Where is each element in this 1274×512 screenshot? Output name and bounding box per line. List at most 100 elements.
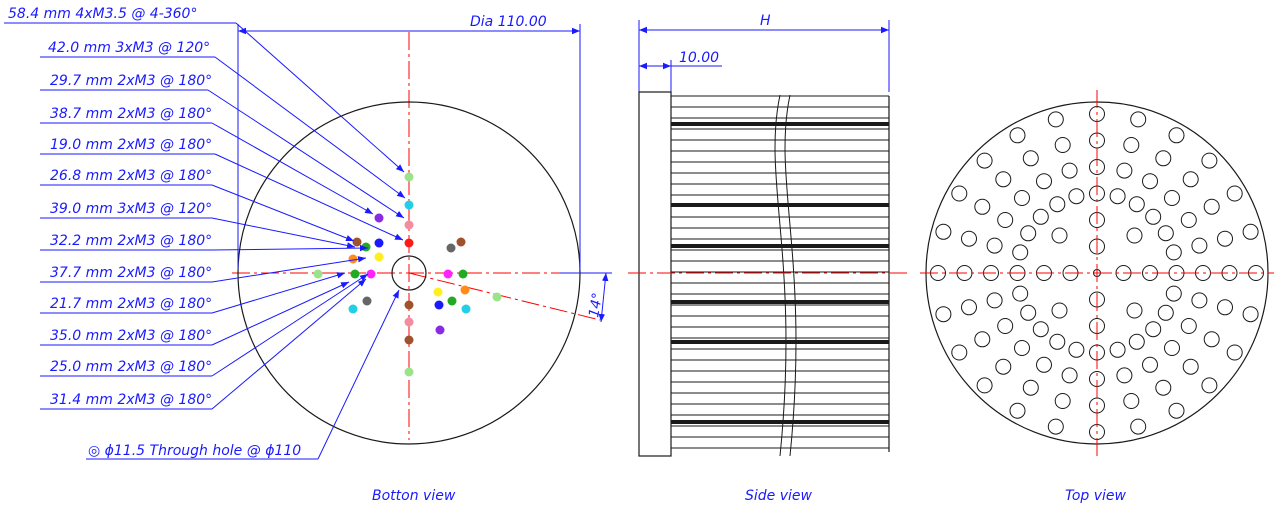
pin-98 [1164,190,1180,206]
pin-106 [1191,237,1208,254]
pin-28 [1242,306,1259,323]
pin-59 [1020,304,1037,321]
pin-47 [1061,367,1078,384]
fin-thick-2 [671,203,889,207]
base-label: 10.00 [679,50,719,66]
callout-label-9: 37.7 mm 2xM3 @ 180° [50,265,212,281]
pin-102 [1180,212,1197,228]
pin-26 [1191,292,1208,309]
pin-91 [1130,111,1147,128]
callout-label-6: 26.8 mm 2xM3 @ 180° [50,168,212,184]
mounting-hole-16 [456,237,466,247]
mounting-hole-11 [313,269,323,279]
pin-84 [1068,188,1085,205]
pin-71 [1020,225,1037,242]
pin-46 [1068,341,1085,358]
pin-25 [1165,285,1182,302]
callout-leader-12 [211,273,369,377]
pin-66 [935,306,952,323]
callout-label-1: 58.4 mm 4xM3.5 @ 4-360° [8,6,197,22]
side-fins [671,95,890,452]
pin-77 [1014,190,1030,206]
callout-label-11: 35.0 mm 2xM3 @ 180° [50,328,212,344]
pin-95 [1168,127,1185,144]
pin-76 [1032,208,1049,225]
mounting-hole-4 [374,213,384,223]
bottom-view-caption: Botton view [372,488,456,504]
pin-60 [997,318,1014,334]
pin-62 [951,344,968,361]
pin-35 [1164,340,1180,356]
pin-101 [1157,225,1174,242]
fin-thick-4 [671,300,889,304]
mounting-hole-9 [374,252,384,262]
fin-thick-3 [671,244,889,248]
callout-label-7: 39.0 mm 3xM3 @ 120° [50,201,212,217]
mounting-hole-20 [447,296,457,306]
pin-58 [976,377,993,394]
pin-104 [1226,185,1243,202]
callout-leader-10 [211,272,346,314]
through-hole-circle [391,255,427,291]
pin-108 [1242,223,1259,240]
pin-86 [1054,137,1071,153]
pin-100 [1201,152,1218,169]
callout-leader-7 [211,217,356,249]
pin-74 [951,185,968,202]
pin-57 [995,358,1012,375]
pin-55 [1032,321,1049,338]
mounting-hole-13 [366,269,376,279]
pin-82 [1022,150,1039,167]
pin-99 [1182,171,1199,188]
pin-44 [1123,393,1140,409]
side-view-caption: Side view [745,488,813,504]
pin-89 [1116,162,1133,179]
mounting-hole-2 [404,200,414,210]
pin-52 [1022,379,1039,396]
bottom-angle-line [408,272,601,321]
mounting-hole-22 [461,304,471,314]
angle-arc [598,272,609,323]
callout-label-3: 29.7 mm 2xM3 @ 180° [50,73,212,89]
pin-37 [1201,377,1218,394]
side-view: H 10.00 Side view [628,13,910,504]
pin-92 [1128,196,1145,213]
mounting-hole-15 [458,269,468,279]
mounting-hole-28 [404,335,414,345]
callout-leader-3 [207,89,405,219]
pin-68 [986,237,1003,254]
fin-thick-1 [671,122,889,126]
pin-30 [1180,318,1197,334]
pin-42 [1109,341,1126,358]
pin-45 [1130,418,1147,435]
pin-105 [1165,244,1182,261]
mounting-hole-21 [434,300,444,310]
callout-leader-9 [211,256,367,283]
through-hole-label: ◎ ϕ11.5 Through hole @ ϕ110 [88,443,301,459]
pin-48 [1054,393,1071,409]
pin-88 [1109,188,1126,205]
pin-36 [1182,358,1199,375]
pin-90 [1123,137,1140,153]
through-hole-leader [317,289,400,460]
pin-29 [1157,304,1174,321]
pin-93 [1142,173,1158,190]
callout-label-13: 31.4 mm 2xM3 @ 180° [50,392,212,408]
pin-73 [974,198,991,215]
callout-leader-8 [211,244,369,252]
pin-81 [1036,173,1052,190]
pin-107 [1217,230,1233,247]
pin-63 [1012,285,1029,302]
mounting-hole-12 [350,269,360,279]
h-label: H [760,13,771,29]
callout-label-10: 21.7 mm 2xM3 @ 180° [50,296,212,312]
callout-label-4: 38.7 mm 2xM3 @ 180° [50,106,212,122]
pin-54 [1051,302,1068,319]
mounting-hole-18 [460,285,470,295]
pin-34 [1145,321,1162,338]
callout-label-8: 32.2 mm 2xM3 @ 180° [50,233,212,249]
pin-53 [1009,402,1026,419]
callout-leader-4 [211,122,374,215]
pin-65 [961,299,977,316]
pin-85 [1061,162,1078,179]
